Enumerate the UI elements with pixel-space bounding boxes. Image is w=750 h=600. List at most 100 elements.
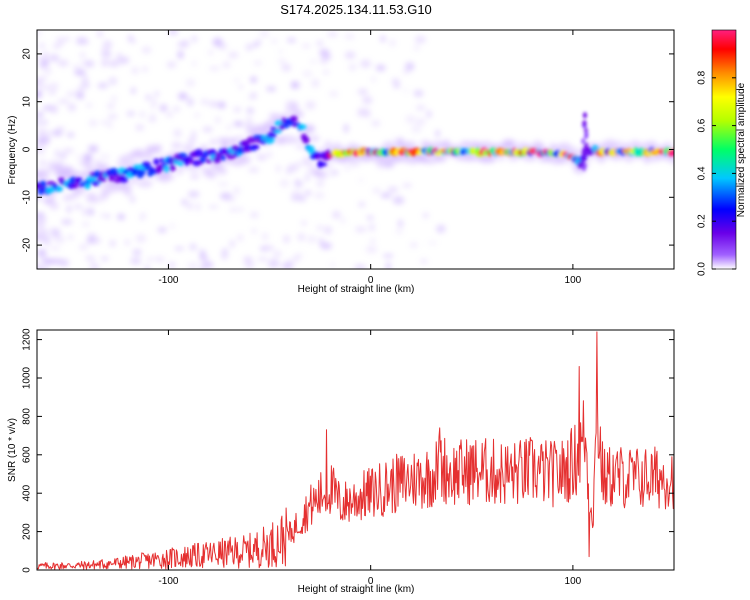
spectrogram-noise — [245, 116, 253, 122]
spectrogram-noise — [61, 219, 73, 225]
colorbar-label: Normalized spectral amplitude — [736, 82, 747, 217]
spectrogram-noise — [48, 90, 56, 96]
spectrogram-halo — [527, 156, 536, 162]
spectrogram-noise — [200, 99, 209, 105]
spectrogram-noise — [194, 113, 200, 118]
spectrogram-noise — [140, 111, 145, 118]
spectrogram-noise — [270, 38, 279, 44]
spectrogram-noise — [323, 70, 329, 75]
spectrogram-halo — [667, 155, 674, 164]
spectrogram-noise — [233, 107, 242, 113]
spectrogram-halo — [84, 161, 93, 171]
spectrogram-noise — [306, 235, 317, 244]
spectrogram-noise — [344, 167, 350, 171]
spectrogram-noise — [107, 120, 113, 129]
spectrogram-halo — [317, 147, 327, 153]
spectrogram-halo — [465, 152, 477, 163]
spectrogram-noise — [109, 240, 116, 247]
spectrogram-noise — [141, 46, 152, 54]
spectrogram-noise — [37, 228, 47, 234]
spectrogram-noise — [38, 132, 45, 141]
spectrogram-noise — [96, 30, 103, 38]
spectrogram-noise — [372, 188, 381, 194]
spectrogram-noise — [414, 35, 426, 44]
spectrogram-noise — [221, 251, 228, 260]
spectrogram-noise — [37, 75, 47, 81]
spectrogram-halo — [295, 144, 307, 150]
spectrogram-noise — [37, 119, 43, 126]
spectrogram-halo — [663, 141, 673, 147]
spectrogram-noise — [187, 261, 199, 269]
spectrogram-noise — [285, 169, 293, 175]
colorbar-tick-label: 0.4 — [697, 166, 708, 180]
spectrogram-noise — [151, 96, 157, 105]
spectrogram-noise — [301, 220, 307, 226]
spectrogram-halo — [272, 137, 281, 143]
spectrogram-noise — [301, 44, 311, 48]
spectrogram-ridge-blob — [159, 158, 166, 163]
spectrogram-noise — [187, 190, 200, 198]
spectrogram-noise — [43, 50, 49, 60]
spectrogram-noise — [174, 246, 185, 251]
spectrogram-noise — [131, 67, 139, 75]
spectrogram-noise — [246, 107, 254, 114]
spectrogram-noise — [166, 111, 174, 118]
snr-ytick-label: 1200 — [22, 328, 33, 351]
colorbar-tick-label: 0.0 — [697, 262, 708, 276]
spectrogram-noise — [233, 121, 244, 127]
spectrogram-noise — [358, 178, 364, 182]
snr-ytick-label: 800 — [22, 408, 33, 425]
spectrogram-noise — [50, 82, 59, 91]
spectrogram-halo — [564, 146, 578, 151]
spectrogram-noise — [405, 114, 416, 124]
spectrogram-halo — [284, 107, 293, 113]
spectrogram-noise — [157, 227, 167, 233]
spectrogram-smear — [582, 119, 587, 126]
spectrogram-halo — [279, 114, 292, 119]
spectrogram-noise — [57, 59, 69, 67]
spectrogram-noise — [250, 76, 257, 83]
spectrogram-halo — [290, 104, 299, 110]
snr-xlabel: Height of straight line (km) — [298, 584, 415, 595]
spectrogram-noise — [234, 78, 240, 83]
spectrogram-noise — [269, 257, 279, 264]
spectrogram-noise — [358, 201, 366, 208]
spectrogram-noise — [199, 254, 209, 262]
spectrogram-halo — [128, 178, 140, 184]
spectrogram-noise — [51, 129, 63, 137]
spectrogram-ridge-blob — [226, 153, 236, 160]
spectrogram-noise — [302, 70, 313, 77]
spectrogram-noise — [83, 154, 93, 162]
spectrogram-noise — [59, 154, 67, 159]
spectrogram-noise — [78, 244, 89, 251]
spectrogram-noise — [86, 237, 97, 244]
spectrogram-noise — [48, 202, 59, 210]
spectrogram-noise — [416, 104, 426, 111]
spectrogram-noise — [37, 30, 41, 37]
spectrogram-ridge-blob — [131, 168, 141, 175]
spectrogram-noise — [57, 152, 68, 156]
spectrogram-noise — [51, 232, 57, 238]
spectrogram-noise — [126, 111, 136, 117]
spectrogram-noise — [325, 173, 331, 177]
spectrogram-halo — [133, 149, 147, 158]
spectrogram-ridge-blob — [93, 170, 103, 178]
spectrogram-noise — [426, 110, 432, 118]
spectrogram-noise — [420, 259, 428, 264]
spectrogram-image — [37, 30, 674, 269]
spectrogram-ytick-label: 0 — [22, 146, 33, 152]
spectrogram-noise — [66, 205, 72, 213]
spectrogram-halo — [139, 179, 153, 188]
spectrogram-ridge-blob — [317, 161, 328, 167]
spectrogram-noise — [360, 59, 372, 69]
spectrogram-smear — [582, 112, 587, 119]
spectrogram-noise — [217, 101, 226, 109]
spectrogram-ridge-blob — [178, 152, 188, 158]
spectrogram-noise — [39, 159, 46, 167]
spectrogram-noise — [290, 81, 301, 90]
spectrogram-halo — [609, 141, 617, 150]
spectrogram-ridge-blob — [153, 158, 160, 166]
spectrogram-noise — [257, 257, 269, 262]
